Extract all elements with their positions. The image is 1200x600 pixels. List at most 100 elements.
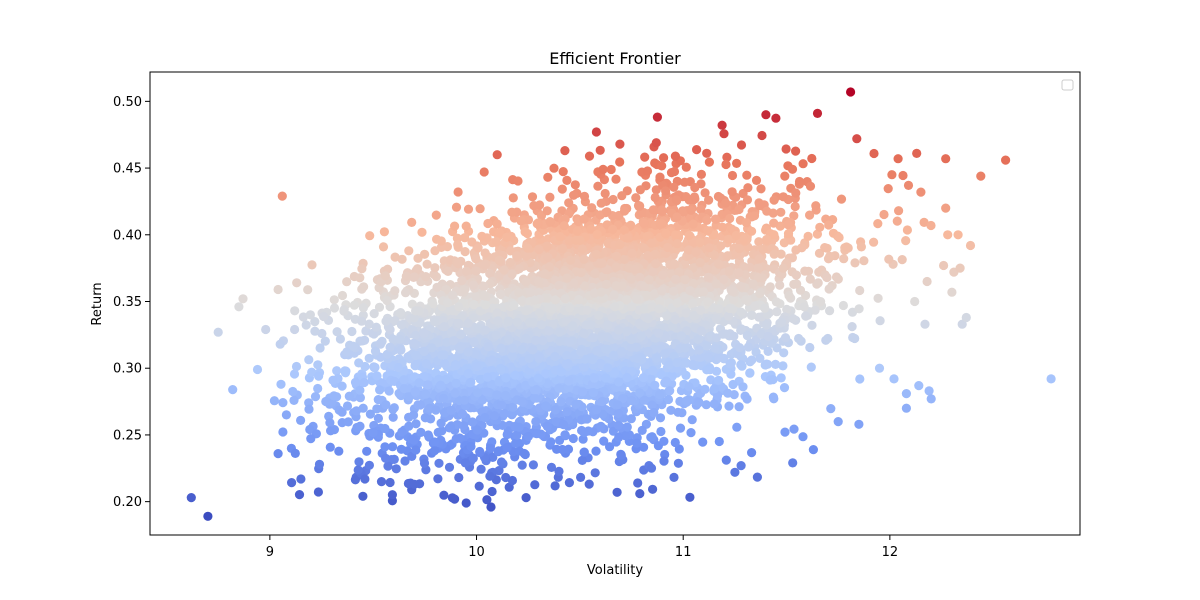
scatter-point <box>529 201 539 211</box>
scatter-point <box>384 386 394 396</box>
scatter-point <box>762 234 772 245</box>
scatter-point <box>926 220 936 231</box>
scatter-point <box>362 446 372 456</box>
scatter-point <box>396 308 406 318</box>
scatter-point <box>898 170 908 181</box>
scatter-point <box>468 280 478 290</box>
scatter-point <box>689 192 700 202</box>
scatter-point <box>491 237 501 247</box>
scatter-point <box>661 186 671 196</box>
scatter-point <box>875 316 885 326</box>
scatter-point <box>364 460 374 470</box>
scatter-point <box>439 490 449 500</box>
scatter-point <box>373 395 383 405</box>
scatter-point <box>757 130 767 141</box>
scatter-point <box>729 331 739 341</box>
scatter-point <box>542 206 552 216</box>
scatter-point <box>433 474 443 484</box>
scatter-point <box>495 289 506 299</box>
scatter-point <box>791 270 802 280</box>
scatter-point <box>626 274 636 284</box>
scatter-point <box>728 379 738 390</box>
scatter-point <box>558 244 568 254</box>
scatter-point <box>564 198 574 208</box>
scatter-point <box>451 202 462 212</box>
scatter-point <box>350 377 361 387</box>
scatter-point <box>467 237 477 247</box>
scatter-point <box>714 375 724 385</box>
scatter-point <box>775 280 785 290</box>
scatter-point <box>834 232 844 243</box>
scatter-point <box>626 414 636 424</box>
scatter-point <box>371 322 381 332</box>
scatter-point <box>313 383 323 394</box>
scatter-point <box>619 206 630 216</box>
scatter-point <box>390 252 400 262</box>
scatter-point <box>477 231 487 241</box>
scatter-point <box>780 333 791 343</box>
scatter-point <box>768 392 779 402</box>
scatter-point <box>577 455 587 465</box>
scatter-point <box>666 405 676 415</box>
scatter-point <box>718 329 728 339</box>
scatter-point <box>826 404 836 414</box>
scatter-point <box>453 187 463 197</box>
scatter-point <box>836 194 847 204</box>
scatter-point <box>659 456 669 466</box>
scatter-point <box>673 407 683 417</box>
scatter-point <box>694 397 704 408</box>
scatter-point <box>355 393 365 403</box>
scatter-point <box>446 405 456 415</box>
scatter-point <box>584 151 595 161</box>
scatter-point <box>365 409 375 419</box>
scatter-point <box>682 396 692 406</box>
scatter-point <box>516 216 526 226</box>
scatter-point <box>447 493 457 503</box>
scatter-point <box>513 176 523 186</box>
scatter-point <box>471 266 481 276</box>
scatter-point <box>496 364 506 374</box>
scatter-point <box>545 192 555 202</box>
scatter-point <box>390 286 400 296</box>
scatter-point <box>396 345 406 355</box>
scatter-point <box>732 422 742 432</box>
scatter-point <box>404 246 414 256</box>
scatter-point <box>791 188 801 198</box>
scatter-point <box>269 396 279 406</box>
scatter-point <box>502 429 512 440</box>
scatter-point <box>380 271 390 281</box>
scatter-point <box>643 251 653 261</box>
scatter-point <box>451 434 461 444</box>
scatter-point <box>480 300 491 310</box>
scatter-point <box>769 218 779 228</box>
scatter-point <box>357 316 367 326</box>
scatter-point <box>754 237 764 247</box>
scatter-point <box>747 226 757 236</box>
scatter-point <box>778 192 788 202</box>
scatter-point <box>476 464 486 474</box>
scatter-point <box>657 161 667 171</box>
scatter-point <box>570 180 580 190</box>
scatter-point <box>769 195 779 205</box>
scatter-point <box>380 442 390 452</box>
scatter-point <box>755 289 765 299</box>
scatter-point <box>359 377 369 388</box>
scatter-point <box>742 394 752 404</box>
scatter-point <box>723 251 733 261</box>
scatter-point <box>421 389 431 399</box>
scatter-point <box>735 343 745 353</box>
scatter-point <box>446 327 456 338</box>
scatter-point <box>772 307 782 317</box>
scatter-point <box>781 144 791 154</box>
scatter-point <box>648 205 659 215</box>
scatter-point <box>290 448 300 458</box>
scatter-point <box>658 270 668 280</box>
scatter-point <box>296 415 306 425</box>
scatter-point <box>798 432 808 442</box>
scatter-point <box>776 207 786 217</box>
scatter-point <box>576 472 586 482</box>
scatter-point <box>487 486 497 497</box>
scatter-point <box>704 195 714 205</box>
scatter-point <box>461 221 471 231</box>
scatter-point <box>651 185 661 195</box>
